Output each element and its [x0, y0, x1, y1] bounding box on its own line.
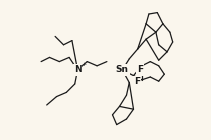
Text: F: F	[134, 77, 140, 86]
Text: +: +	[81, 61, 86, 66]
Text: F: F	[137, 66, 143, 74]
Text: N: N	[74, 66, 81, 74]
Text: Sn: Sn	[116, 66, 129, 74]
